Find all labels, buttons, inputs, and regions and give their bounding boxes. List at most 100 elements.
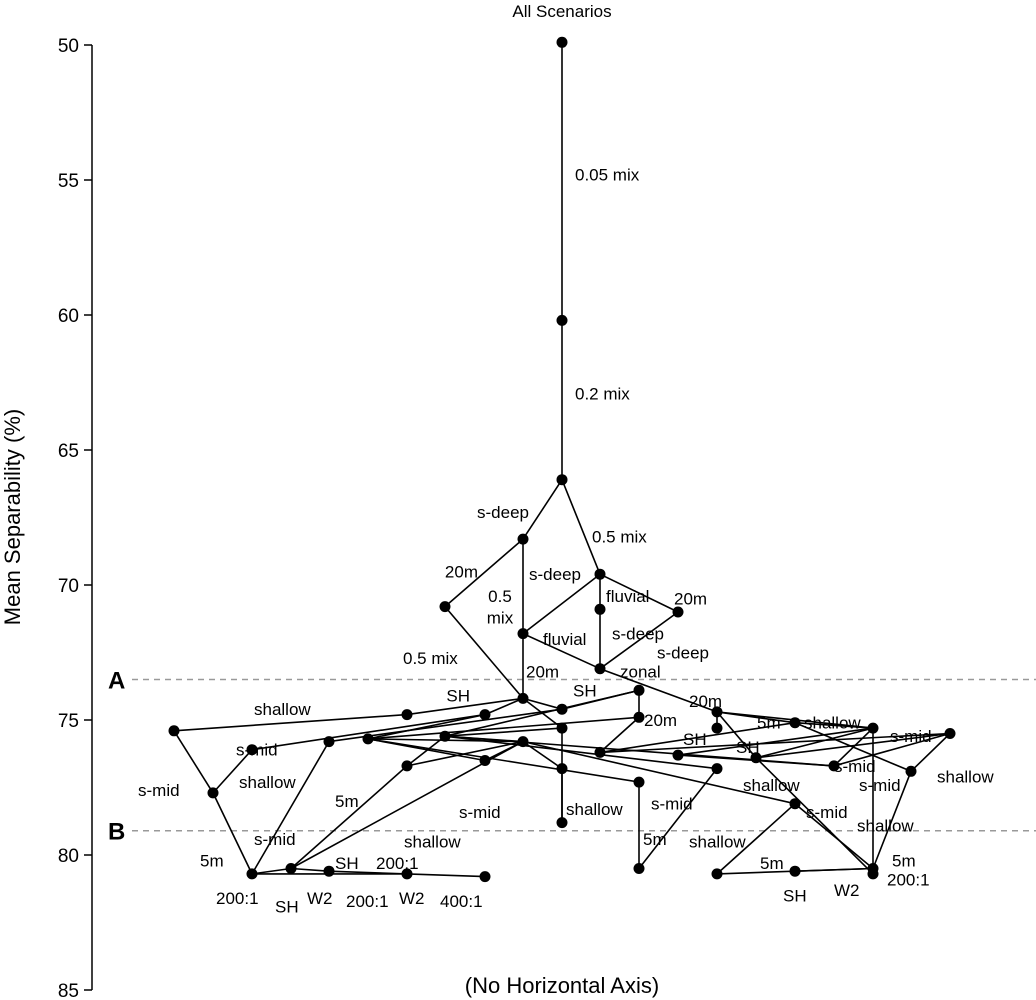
- node-label: SH: [736, 738, 760, 757]
- node-label: s-deep: [477, 503, 529, 522]
- node-label: SH: [783, 887, 807, 906]
- edge: [794, 867, 874, 872]
- node-point: [867, 722, 879, 734]
- y-axis-title: Mean Separability (%): [0, 409, 25, 625]
- node-label: mix: [487, 608, 514, 627]
- node-labels: 0.05 mix 0.2 mix s-deep 0.5 mix 20m s-deep 0.5…: [138, 166, 994, 917]
- node-label: 400:1: [440, 892, 483, 911]
- y-tick-label: 75: [58, 711, 79, 732]
- node-label: s-mid: [254, 830, 296, 849]
- edge: [444, 606, 524, 699]
- node-label: W2: [834, 881, 860, 900]
- node-label: s-mid: [890, 727, 932, 746]
- node-label: s-mid: [651, 795, 693, 814]
- edge: [522, 479, 563, 540]
- node-label: s-mid: [459, 803, 501, 822]
- edge: [406, 735, 446, 767]
- edge: [212, 792, 253, 875]
- node-label: W2: [307, 889, 333, 908]
- node-label: 200:1: [887, 870, 930, 889]
- edge: [638, 768, 718, 869]
- node-label: s-mid: [859, 776, 901, 795]
- node-point: [323, 865, 335, 877]
- node-label: s-mid: [834, 757, 876, 776]
- node-point: [944, 728, 956, 739]
- edge: [522, 632, 601, 670]
- node-label: shallow: [239, 773, 296, 792]
- node-label: SH: [275, 897, 299, 916]
- node-point: [401, 868, 413, 880]
- edge: [290, 765, 408, 870]
- reference-line-label-A: A: [108, 668, 125, 695]
- node-point: [711, 763, 723, 775]
- node-point: [285, 863, 297, 874]
- node-point: [401, 760, 413, 772]
- edge: [794, 721, 874, 729]
- node-label: shallow: [689, 833, 746, 852]
- edge: [444, 689, 640, 737]
- edge: [444, 727, 563, 737]
- x-axis-title: (No Horizontal Axis): [465, 973, 659, 998]
- edge: [872, 771, 912, 869]
- edge: [290, 867, 330, 872]
- node-label: 20m: [689, 692, 722, 711]
- node-point: [168, 725, 180, 737]
- node-label: 5m: [643, 830, 667, 849]
- edge: [599, 573, 679, 613]
- edge: [677, 727, 874, 756]
- y-axis: 50 55 60 65 70 75 80 85: [58, 36, 93, 1000]
- node-point: [711, 722, 723, 734]
- edge: [755, 732, 951, 759]
- edge: [406, 697, 524, 716]
- node-label: 5m: [760, 854, 784, 873]
- reference-line-label-B: B: [108, 819, 125, 846]
- edge: [561, 479, 601, 575]
- edge: [522, 697, 563, 710]
- node-point: [633, 776, 645, 788]
- node-point: [633, 711, 645, 723]
- node-label: SH: [573, 681, 597, 700]
- node-point: [556, 722, 568, 734]
- node-point: [594, 663, 606, 675]
- edge: [406, 873, 486, 878]
- y-tick-label: 80: [58, 846, 79, 867]
- edge: [522, 740, 563, 770]
- node-point: [556, 703, 568, 715]
- edge: [173, 713, 408, 732]
- edge: [173, 730, 214, 794]
- nodes: [168, 36, 956, 883]
- node-label: 20m: [644, 711, 677, 730]
- node-label: 0.5 mix: [592, 527, 647, 546]
- node-label: 0.5: [488, 587, 512, 606]
- edge: [599, 611, 679, 670]
- edge: [484, 740, 524, 762]
- edge: [833, 732, 951, 767]
- node-label: 20m: [526, 662, 559, 681]
- y-tick-label: 60: [58, 306, 79, 327]
- edge: [328, 870, 408, 875]
- node-label: 5m: [757, 714, 781, 733]
- node-label: 0.05 mix: [575, 166, 640, 185]
- edge: [716, 711, 757, 759]
- node-point: [750, 752, 762, 764]
- node-label: 200:1: [376, 854, 419, 873]
- edge: [599, 667, 718, 713]
- edge: [599, 716, 640, 753]
- edge: [522, 740, 796, 805]
- node-point: [789, 865, 801, 877]
- y-tick-label: 50: [58, 36, 79, 57]
- reference-lines: AB: [108, 668, 1036, 846]
- node-point: [246, 744, 258, 756]
- node-label: 0.5 mix: [403, 649, 458, 668]
- edge: [367, 716, 640, 740]
- edge: [522, 573, 601, 635]
- edge: [794, 803, 874, 870]
- node-point: [711, 868, 723, 880]
- node-label: shallow: [857, 816, 914, 835]
- node-label: s-deep: [529, 565, 581, 584]
- chart-title: All Scenarios: [512, 2, 611, 21]
- edge: [910, 732, 951, 772]
- node-label: s-deep: [657, 644, 709, 663]
- node-point: [594, 603, 606, 615]
